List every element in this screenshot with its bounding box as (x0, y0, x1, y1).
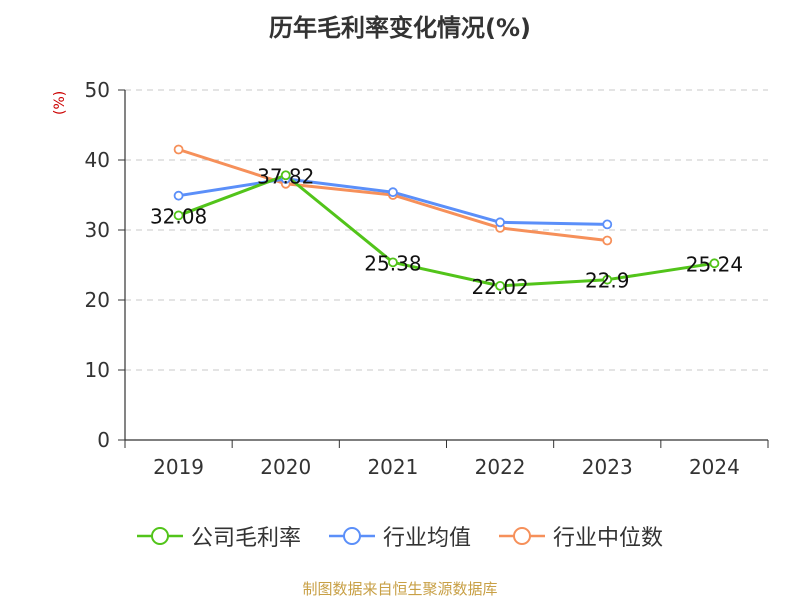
legend-label: 公司毛利率 (190, 526, 301, 551)
data-point (388, 257, 398, 268)
y-tick-label: 0 (97, 428, 110, 452)
legend-marker-icon (136, 527, 183, 545)
x-tick-label: 2020 (260, 455, 311, 479)
data-point (388, 187, 398, 198)
y-tick-label: 30 (85, 218, 110, 242)
x-tick-label: 2021 (367, 455, 418, 479)
y-tick-label: 40 (85, 148, 110, 172)
data-label: 22.02 (471, 275, 528, 299)
y-tick-label: 10 (85, 358, 110, 382)
data-label: 22.9 (585, 269, 630, 293)
data-label: 25.38 (364, 251, 421, 275)
legend-item-company-margin[interactable]: 公司毛利率 (136, 520, 301, 552)
data-label: 37.82 (257, 164, 314, 188)
series-line-1 (178, 177, 608, 226)
data-point (709, 258, 720, 269)
series-line-0 (178, 173, 715, 288)
y-tick-label: 50 (85, 78, 110, 102)
data-label: 32.08 (150, 204, 207, 228)
legend-item-industry-median[interactable]: 行业中位数 (499, 520, 663, 552)
data-point (173, 190, 184, 201)
x-tick-label: 2022 (475, 455, 526, 479)
data-point (495, 280, 505, 291)
data-point (602, 235, 613, 246)
data-source-note: 制图数据来自恒生聚源数据库 (302, 580, 498, 598)
legend: 公司毛利率 行业均值 行业中位数 (0, 520, 800, 552)
legend-label: 行业均值 (382, 526, 471, 551)
data-point (602, 219, 613, 230)
chart-title: 历年毛利率变化情况(%) (269, 14, 531, 42)
data-point (173, 210, 184, 221)
legend-marker-icon (328, 527, 375, 545)
legend-label: 行业中位数 (553, 526, 664, 551)
data-point (495, 217, 505, 228)
data-point (602, 274, 613, 285)
x-tick-label: 2019 (153, 455, 204, 479)
y-tick-label: 20 (85, 288, 110, 312)
legend-marker-icon (499, 527, 545, 545)
legend-item-industry-mean[interactable]: 行业均值 (328, 520, 471, 552)
x-tick-label: 2024 (689, 455, 740, 479)
data-point (280, 170, 291, 181)
data-label: 25.24 (686, 252, 743, 276)
x-tick-label: 2023 (582, 455, 633, 479)
data-point (173, 144, 184, 155)
